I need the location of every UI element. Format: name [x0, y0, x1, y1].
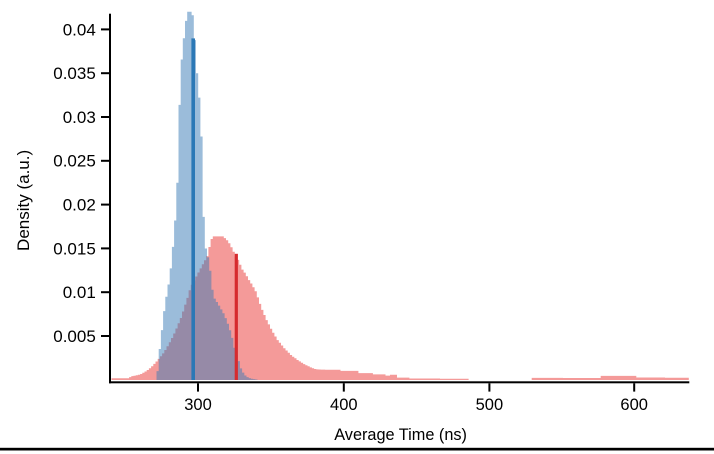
svg-text:0.04: 0.04: [63, 20, 96, 39]
svg-text:400: 400: [330, 396, 358, 414]
svg-text:600: 600: [620, 396, 648, 414]
svg-text:0.03: 0.03: [63, 108, 96, 127]
svg-text:0.025: 0.025: [53, 152, 96, 171]
svg-text:0.015: 0.015: [53, 239, 96, 258]
svg-text:Average Time (ns): Average Time (ns): [334, 426, 467, 444]
svg-text:0.005: 0.005: [53, 327, 96, 346]
svg-text:500: 500: [476, 396, 504, 414]
svg-text:0.02: 0.02: [63, 196, 96, 215]
svg-text:0.01: 0.01: [63, 283, 96, 302]
svg-text:300: 300: [184, 396, 212, 414]
svg-text:Density (a.u.): Density (a.u.): [14, 150, 33, 251]
svg-text:0.035: 0.035: [53, 64, 96, 83]
